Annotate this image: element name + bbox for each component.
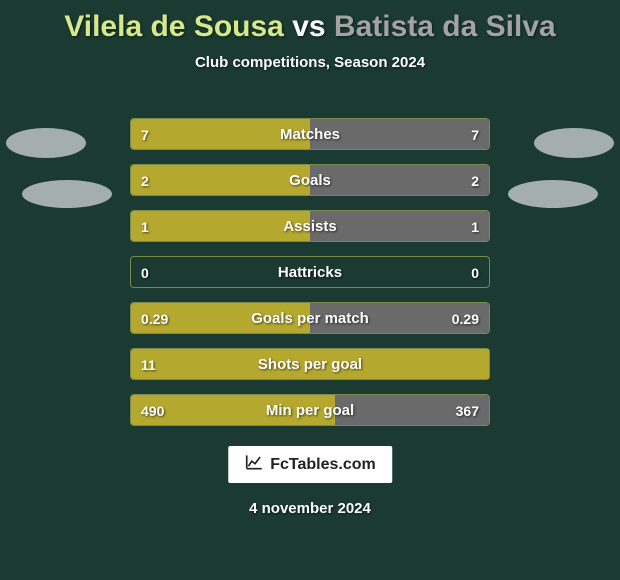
stat-row: Goals22 xyxy=(130,164,490,196)
player1-bar xyxy=(131,211,310,241)
player1-bar xyxy=(131,303,310,333)
player1-name: Vilela de Sousa xyxy=(64,10,284,43)
comparison-title: Vilela de Sousa vs Batista da Silva xyxy=(0,0,620,44)
subtitle: Club competitions, Season 2024 xyxy=(0,54,620,71)
player2-bar xyxy=(310,211,489,241)
player2-bar xyxy=(310,303,489,333)
player1-bar xyxy=(131,165,310,195)
stat-label: Hattricks xyxy=(131,257,489,287)
date-label: 4 november 2024 xyxy=(0,500,620,517)
chart-icon xyxy=(244,452,264,477)
player2-value: 0 xyxy=(461,257,489,287)
player2-bar xyxy=(335,395,489,425)
stat-row: Assists11 xyxy=(130,210,490,242)
player1-bar xyxy=(131,119,310,149)
stat-row: Goals per match0.290.29 xyxy=(130,302,490,334)
stat-row: Shots per goal11 xyxy=(130,348,490,380)
stat-row: Hattricks0 0 xyxy=(130,256,490,288)
player2-bar xyxy=(310,119,489,149)
watermark: FcTables.com xyxy=(228,446,392,483)
vs-separator: vs xyxy=(292,10,325,43)
player2-name: Batista da Silva xyxy=(334,10,556,43)
stat-row: Min per goal490367 xyxy=(130,394,490,426)
player1-bar xyxy=(131,395,335,425)
watermark-text: FcTables.com xyxy=(270,456,376,474)
stats-table: Matches77 Goals22 Assists11 Hattricks0 0 Goal… xyxy=(130,118,490,440)
player1-value: 0 xyxy=(131,257,159,287)
player1-bar xyxy=(131,349,489,379)
stat-row: Matches77 xyxy=(130,118,490,150)
player2-bar xyxy=(310,165,489,195)
